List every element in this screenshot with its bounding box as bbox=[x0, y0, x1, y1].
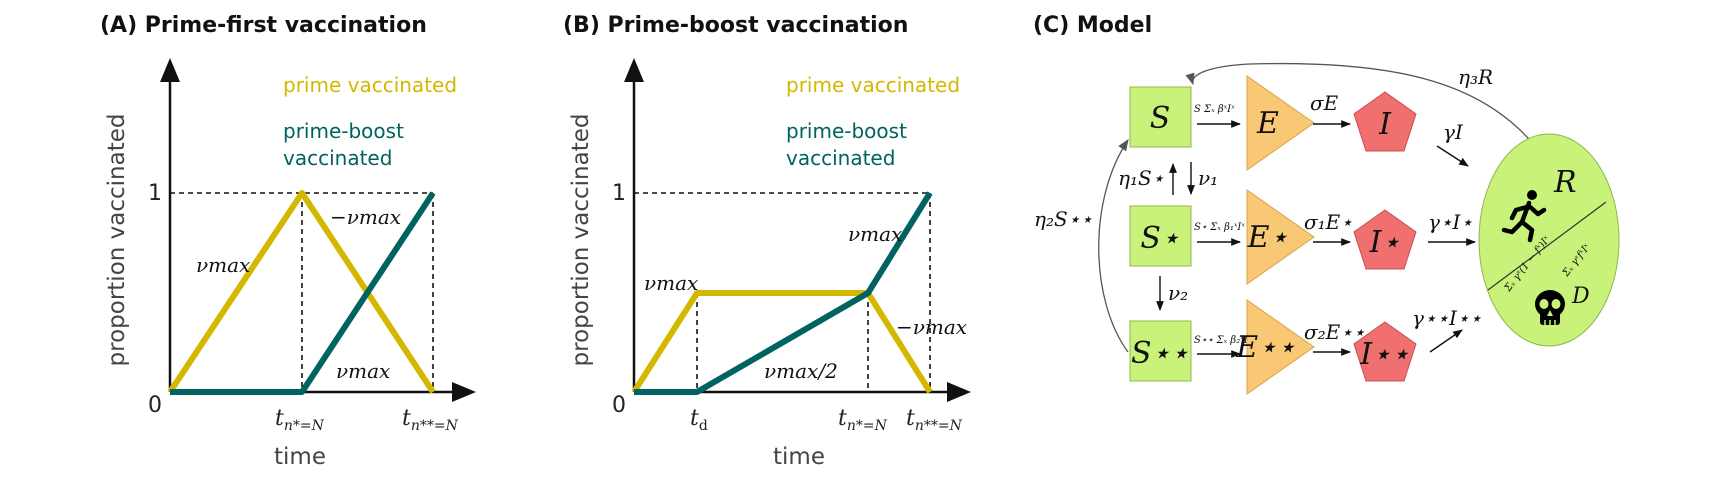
node-I bbox=[1353, 91, 1417, 152]
node-S2-label: S⋆⋆ bbox=[1131, 336, 1189, 371]
nu1-label: ν₁ bbox=[1198, 166, 1218, 190]
node-E1 bbox=[1246, 189, 1315, 285]
sigmaE-label: σE bbox=[1310, 91, 1339, 115]
eta2-waning-arrow bbox=[1098, 139, 1129, 353]
panel-a-rate-down: −νmax bbox=[330, 205, 401, 229]
gammaI-arrow bbox=[1436, 145, 1469, 167]
eta3-waning-arrow bbox=[1185, 62, 1536, 147]
panel-a-x-label: time bbox=[274, 444, 326, 470]
panel-b-legend-prime-boost-line2: vaccinated bbox=[786, 146, 895, 170]
panel-a-y-label: proportion vaccinated bbox=[104, 114, 130, 367]
panel-b-x-axis-arrowhead bbox=[947, 382, 971, 402]
panel-b-rate-boost: νmax bbox=[848, 222, 902, 246]
panel-b-x-label: time bbox=[773, 444, 825, 470]
panel-b-y-axis-arrowhead bbox=[624, 58, 644, 82]
running-person-icon bbox=[1501, 190, 1547, 243]
panel-b-y-label: proportion vaccinated bbox=[568, 114, 594, 367]
panel-b-rate-half: νmax/2 bbox=[764, 359, 838, 383]
panel-a-rate-boost: νmax bbox=[336, 359, 390, 383]
gamma2I2-label: γ⋆⋆I⋆⋆ bbox=[1412, 306, 1482, 330]
node-S2 bbox=[1129, 320, 1192, 382]
panel-c-title: (C) Model bbox=[1033, 13, 1152, 38]
node-S-label: S bbox=[1150, 101, 1171, 136]
panel-a-prime-curve bbox=[167, 190, 436, 394]
node-E2 bbox=[1246, 299, 1315, 395]
eta3-label: η₃R bbox=[1458, 65, 1493, 89]
force-S2-label: S⋆⋆ Σₓ β₂ˣIˣ bbox=[1194, 335, 1252, 346]
panel-c: (C) Model S S⋆ S⋆⋆ η₁S⋆ ν₁ ν₂ η₂S⋆⋆ η₃R … bbox=[1033, 13, 1620, 395]
panel-b-legend-prime-boost-line1: prime-boost bbox=[786, 119, 907, 143]
node-D-label: D bbox=[1571, 284, 1590, 309]
gamma2I2-arrow bbox=[1429, 329, 1463, 353]
panel-b-rate-down: −νmax bbox=[896, 315, 967, 339]
panel-b-x-tick-t1: tn*=N bbox=[838, 406, 888, 434]
panel-a-legend-prime-boost-line2: vaccinated bbox=[283, 146, 392, 170]
node-S1-label: S⋆ bbox=[1140, 221, 1179, 256]
panel-a-x-tick-t1: tn*=N bbox=[275, 406, 325, 434]
sigma1E1-label: σ₁E⋆ bbox=[1304, 210, 1353, 234]
panel-b-x-tick-td: td bbox=[690, 406, 708, 434]
panel-b-x-tick-t2: tn**=N bbox=[906, 406, 963, 434]
panel-b-prime-boost-curve bbox=[634, 191, 933, 395]
node-I1 bbox=[1353, 209, 1417, 270]
eta2-label: η₂S⋆⋆ bbox=[1034, 207, 1093, 231]
eta1-label: η₁S⋆ bbox=[1118, 166, 1164, 190]
node-I2 bbox=[1353, 321, 1417, 382]
panel-b-prime-curve bbox=[631, 290, 933, 394]
panel-b-y-tick-1: 1 bbox=[612, 181, 626, 206]
node-R-label: R bbox=[1553, 165, 1577, 200]
panel-a-legend-prime-boost-line1: prime-boost bbox=[283, 119, 404, 143]
force-S1-label: S⋆ Σₓ β₁ˣIˣ bbox=[1194, 222, 1245, 233]
node-E-label: E bbox=[1256, 106, 1279, 141]
panel-a-prime-boost-curve bbox=[170, 191, 436, 395]
panel-b: (B) Prime-boost vaccination 0 1 td tn*=N… bbox=[563, 13, 971, 470]
nu2-label: ν₂ bbox=[1168, 281, 1188, 305]
node-I2-label: I⋆⋆ bbox=[1359, 337, 1409, 372]
panel-a-y-tick-0: 0 bbox=[148, 393, 162, 418]
panel-a-x-axis-arrowhead bbox=[452, 382, 476, 402]
panel-a-y-axis-arrowhead bbox=[160, 58, 180, 82]
node-I-label: I bbox=[1378, 107, 1392, 142]
panel-b-legend-prime: prime vaccinated bbox=[786, 73, 960, 97]
panel-a-rate-up: νmax bbox=[196, 253, 250, 277]
node-I1-label: I⋆ bbox=[1369, 225, 1401, 260]
ratio-divider bbox=[1487, 201, 1607, 291]
panel-a-legend-prime: prime vaccinated bbox=[283, 73, 457, 97]
panel-a: (A) Prime-first vaccination 0 1 tn*=N tn… bbox=[100, 13, 476, 470]
gamma1I1-label: γ⋆I⋆ bbox=[1428, 210, 1473, 234]
panel-a-x-tick-t2: tn**=N bbox=[402, 406, 459, 434]
node-R-D bbox=[1478, 133, 1620, 347]
panel-b-title: (B) Prime-boost vaccination bbox=[563, 13, 908, 38]
force-S-label: S Σₓ βˣIˣ bbox=[1194, 104, 1235, 115]
sigma2E2-label: σ₂E⋆⋆ bbox=[1304, 320, 1365, 344]
node-S bbox=[1129, 86, 1192, 148]
skull-icon bbox=[1535, 290, 1565, 325]
node-S1 bbox=[1129, 205, 1192, 267]
node-E bbox=[1246, 75, 1315, 171]
node-E1-label: E⋆ bbox=[1247, 220, 1289, 255]
gammaI-label: γI bbox=[1443, 120, 1464, 144]
panel-b-y-tick-0: 0 bbox=[612, 393, 626, 418]
panel-a-title: (A) Prime-first vaccination bbox=[100, 13, 427, 38]
panel-b-rate-prime-up: νmax bbox=[644, 271, 698, 295]
node-E2-label: E⋆⋆ bbox=[1235, 330, 1295, 365]
panel-a-y-tick-1: 1 bbox=[148, 181, 162, 206]
